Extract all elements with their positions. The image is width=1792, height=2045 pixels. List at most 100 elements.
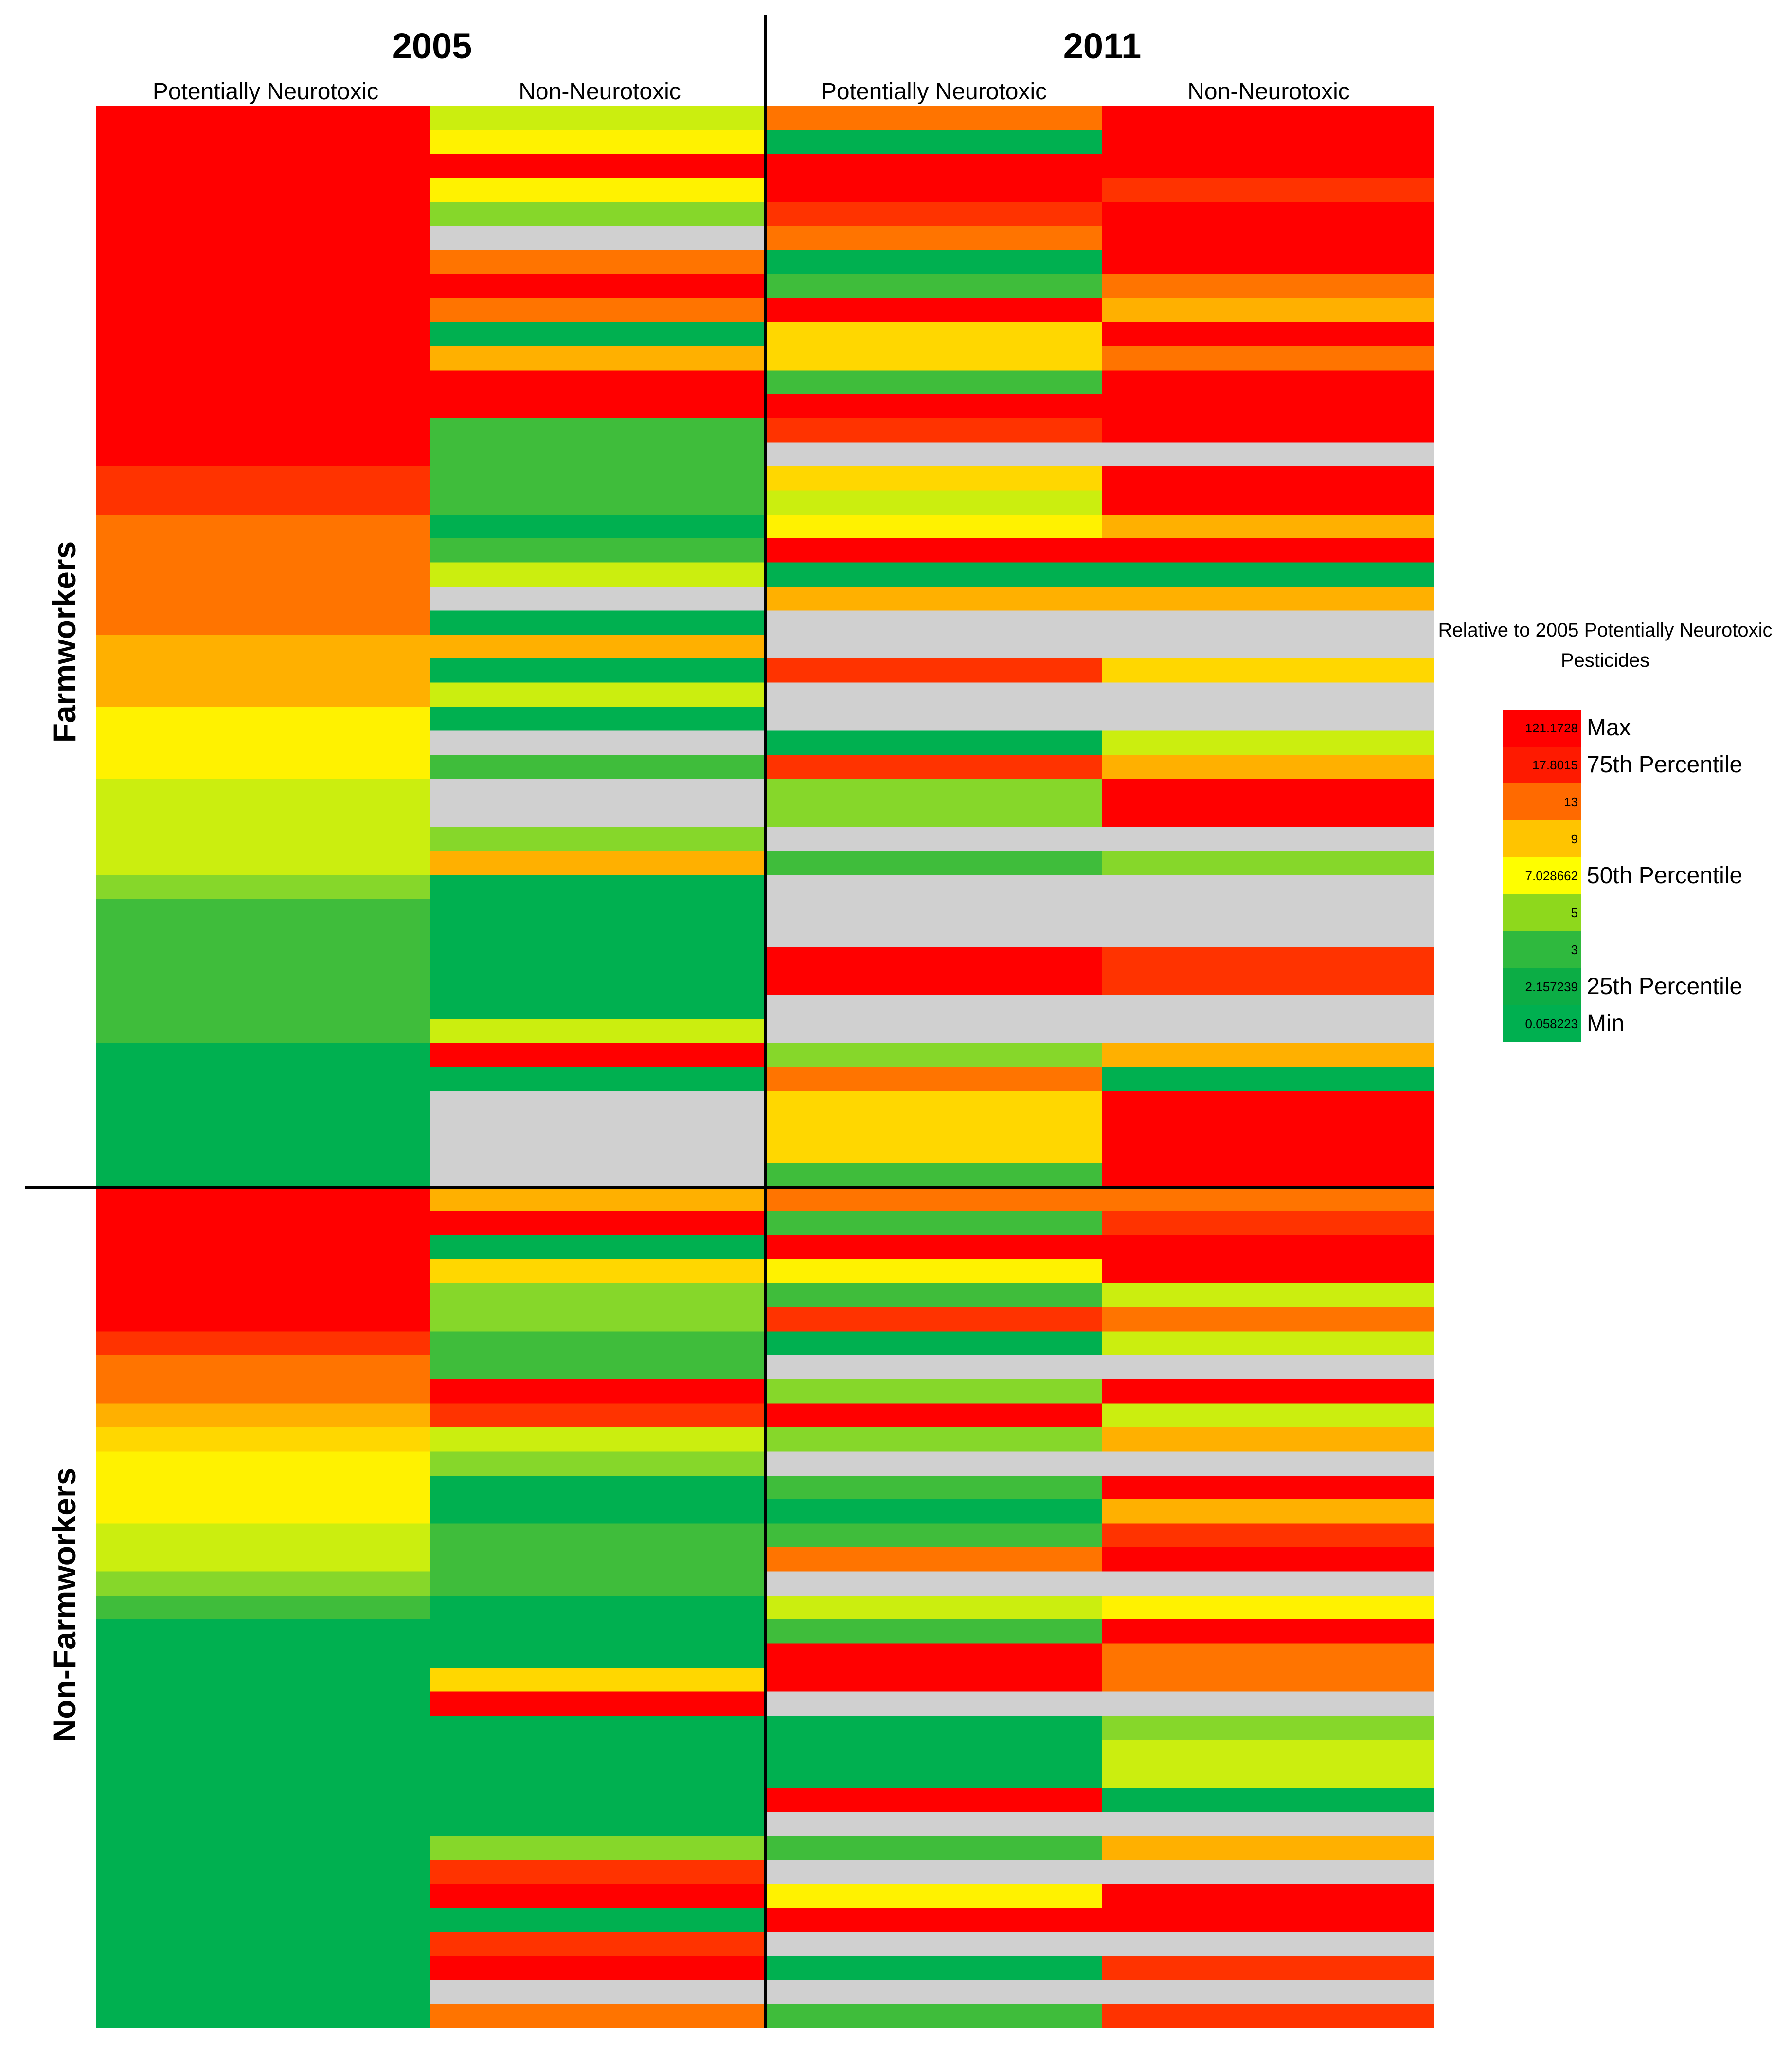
heatmap-cell	[96, 1067, 430, 1091]
heatmap-cell	[1102, 1619, 1434, 1644]
heatmap-cell	[1102, 202, 1434, 227]
heatmap-cell	[766, 1643, 1102, 1668]
heatmap-cell	[96, 346, 430, 371]
heatmap-cell	[96, 1475, 430, 1500]
heatmap-cell	[430, 947, 766, 971]
heatmap-cell	[96, 202, 430, 227]
heatmap-cell	[430, 1091, 766, 1116]
heatmap-cell	[430, 1715, 766, 1740]
legend-row: 7.028662 50th Percentile	[1435, 857, 1775, 894]
heatmap-cell	[96, 154, 430, 178]
heatmap-cell	[430, 899, 766, 924]
heatmap-cell	[96, 1788, 430, 1812]
heatmap-cell	[430, 1835, 766, 1860]
heatmap-cell	[766, 1043, 1102, 1067]
heatmap-cell	[430, 1860, 766, 1885]
heatmap-cell	[766, 610, 1102, 635]
heatmap-cell	[766, 1932, 1102, 1956]
heatmap-cell	[1102, 442, 1434, 467]
heatmap-cell	[766, 874, 1102, 899]
heatmap-cell	[766, 827, 1102, 851]
heatmap-cell	[430, 1980, 766, 2005]
heatmap-cell	[96, 995, 430, 1019]
heatmap-cell	[430, 394, 766, 419]
heatmap-cell	[96, 1091, 430, 1116]
heatmap-cell	[96, 1547, 430, 1572]
heatmap-cell	[96, 634, 430, 659]
heatmap-cell	[96, 947, 430, 971]
heatmap-cell	[1102, 1331, 1434, 1356]
heatmap-cell	[96, 587, 430, 611]
heatmap-cell	[430, 1932, 766, 1956]
heatmap-cell	[430, 1403, 766, 1428]
heatmap-cell	[430, 610, 766, 635]
heatmap-cell	[766, 418, 1102, 443]
legend-swatch: 5	[1503, 894, 1581, 931]
heatmap-cell	[766, 226, 1102, 250]
legend-swatch: 3	[1503, 931, 1581, 968]
heatmap-cell	[430, 1788, 766, 1812]
heatmap-cell	[430, 1235, 766, 1260]
heatmap-cell	[430, 1499, 766, 1524]
heatmap-cell	[96, 1499, 430, 1524]
heatmap-cell	[766, 106, 1102, 130]
heatmap-cell	[430, 466, 766, 491]
legend-row: 2.157239 25th Percentile	[1435, 968, 1775, 1005]
heatmap-cell	[430, 130, 766, 155]
heatmap-cell	[1102, 1451, 1434, 1476]
heatmap-cell	[96, 1740, 430, 1764]
heatmap-cell	[1102, 827, 1434, 851]
heatmap-cell	[1102, 658, 1434, 683]
heatmap-cell	[96, 754, 430, 779]
year-label-2011: 2011	[1063, 26, 1142, 66]
heatmap-cell	[766, 442, 1102, 467]
heatmap-cell	[430, 707, 766, 731]
heatmap-cell	[766, 1091, 1102, 1116]
heatmap-cell	[430, 1307, 766, 1332]
heatmap-cell	[1102, 1019, 1434, 1044]
heatmap-cell	[1102, 514, 1434, 539]
heatmap-cell	[766, 490, 1102, 515]
heatmap-cell	[1102, 418, 1434, 443]
heatmap-cell	[1102, 1211, 1434, 1236]
heatmap-cell	[766, 1668, 1102, 1692]
heatmap-cell	[766, 707, 1102, 731]
heatmap-cell	[430, 2004, 766, 2028]
legend-swatch: 2.157239	[1503, 968, 1581, 1005]
heatmap-cell	[766, 1211, 1102, 1236]
heatmap-cell	[1102, 730, 1434, 755]
heatmap-cell	[1102, 178, 1434, 203]
heatmap-cell	[96, 250, 430, 275]
heatmap-cell	[96, 1980, 430, 2005]
legend-label: 50th Percentile	[1587, 863, 1743, 889]
heatmap-cell	[1102, 130, 1434, 155]
heatmap-cell	[430, 995, 766, 1019]
legend-swatch: 7.028662	[1503, 857, 1581, 894]
heatmap-cell	[1102, 1355, 1434, 1380]
heatmap-cell	[430, 1740, 766, 1764]
heatmap-cell	[766, 1763, 1102, 1788]
heatmap-cell	[766, 1523, 1102, 1548]
heatmap-cell	[1102, 562, 1434, 587]
heatmap-cell	[766, 514, 1102, 539]
heatmap-cell	[1102, 394, 1434, 419]
col-header-2005-potentially-neurotoxic: Potentially Neurotoxic	[153, 79, 378, 105]
heatmap-cell	[96, 1860, 430, 1885]
heatmap-cell	[1102, 1668, 1434, 1692]
heatmap-cell	[96, 779, 430, 803]
heatmap-cell	[96, 1643, 430, 1668]
heatmap-cell	[96, 418, 430, 443]
heatmap-cell	[96, 130, 430, 155]
heatmap-cell	[1102, 1763, 1434, 1788]
heatmap-cell	[1102, 466, 1434, 491]
heatmap-cell	[430, 1884, 766, 1908]
heatmap-cell	[1102, 1956, 1434, 1980]
heatmap-cell	[1102, 1043, 1434, 1067]
heatmap-cell	[766, 1331, 1102, 1356]
legend-swatch: 17.8015	[1503, 747, 1581, 783]
heatmap-cell	[1102, 1860, 1434, 1885]
heatmap-cell	[766, 178, 1102, 203]
heatmap-cell	[1102, 1283, 1434, 1308]
heatmap-cell	[96, 1668, 430, 1692]
